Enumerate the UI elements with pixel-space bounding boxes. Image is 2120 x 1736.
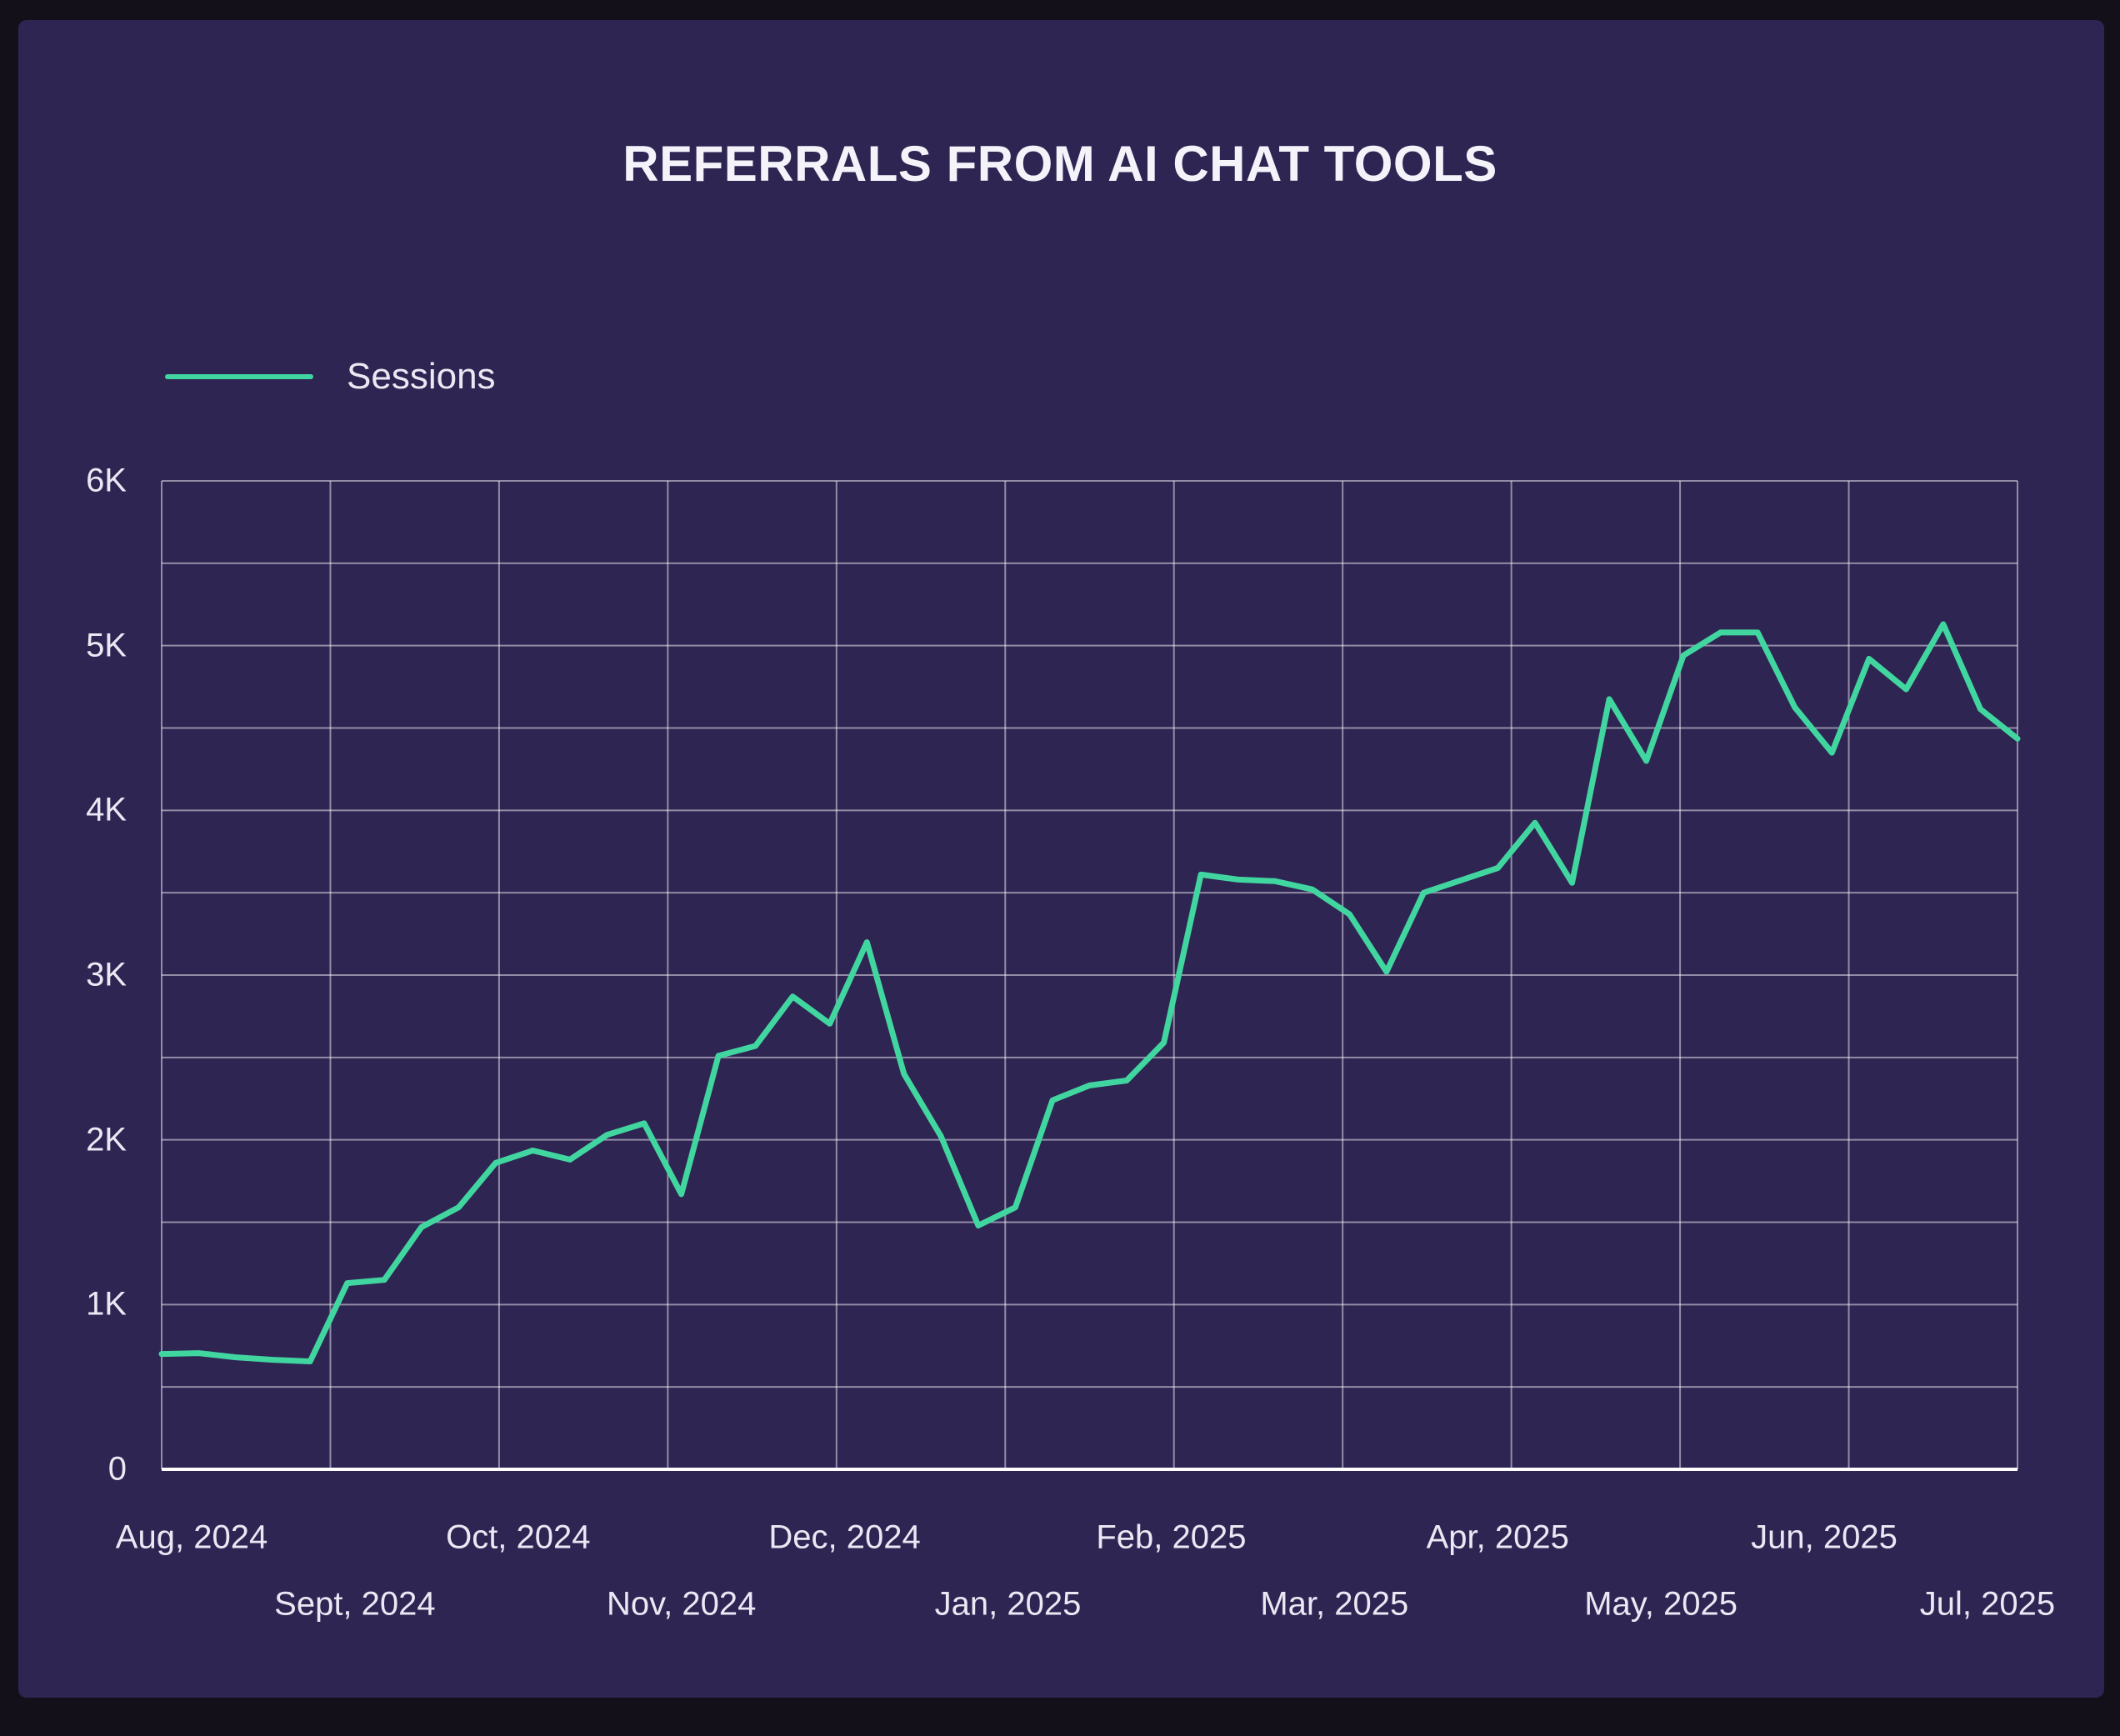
x-axis-tick-label: Nov, 2024: [607, 1586, 756, 1623]
y-axis-tick-label: 3K: [0, 957, 127, 994]
sessions-line-series: [162, 624, 2018, 1362]
y-axis-tick-label: 0: [0, 1451, 127, 1488]
y-axis-tick-label: 5K: [0, 627, 127, 664]
legend-line-marker-icon: [165, 374, 313, 379]
legend-item-sessions[interactable]: Sessions: [165, 355, 496, 398]
chart-title: REFERRALS FROM AI CHAT TOOLS: [0, 135, 2120, 193]
x-axis-tick-label: Aug, 2024: [116, 1519, 268, 1557]
x-axis-tick-label: Jul, 2025: [1920, 1586, 2055, 1623]
x-axis-tick-label: Oct, 2024: [446, 1519, 590, 1557]
x-axis-tick-label: Apr, 2025: [1427, 1519, 1569, 1557]
x-axis-tick-label: Jan, 2025: [935, 1586, 1082, 1623]
y-axis-tick-label: 2K: [0, 1121, 127, 1158]
x-axis-tick-label: Feb, 2025: [1096, 1519, 1246, 1557]
x-axis-tick-label: Mar, 2025: [1260, 1586, 1408, 1623]
x-axis-tick-label: Jun, 2025: [1751, 1519, 1898, 1557]
y-axis-tick-label: 4K: [0, 792, 127, 829]
y-axis-tick-label: 6K: [0, 463, 127, 500]
plot-area[interactable]: [162, 481, 2018, 1469]
y-axis-tick-label: 1K: [0, 1286, 127, 1323]
legend-label: Sessions: [347, 356, 496, 398]
x-axis-tick-label: May, 2025: [1584, 1586, 1738, 1623]
x-axis-tick-label: Sept, 2024: [274, 1586, 436, 1623]
horizontal-gridlines: [162, 481, 2018, 1387]
x-axis-tick-label: Dec, 2024: [768, 1519, 920, 1557]
